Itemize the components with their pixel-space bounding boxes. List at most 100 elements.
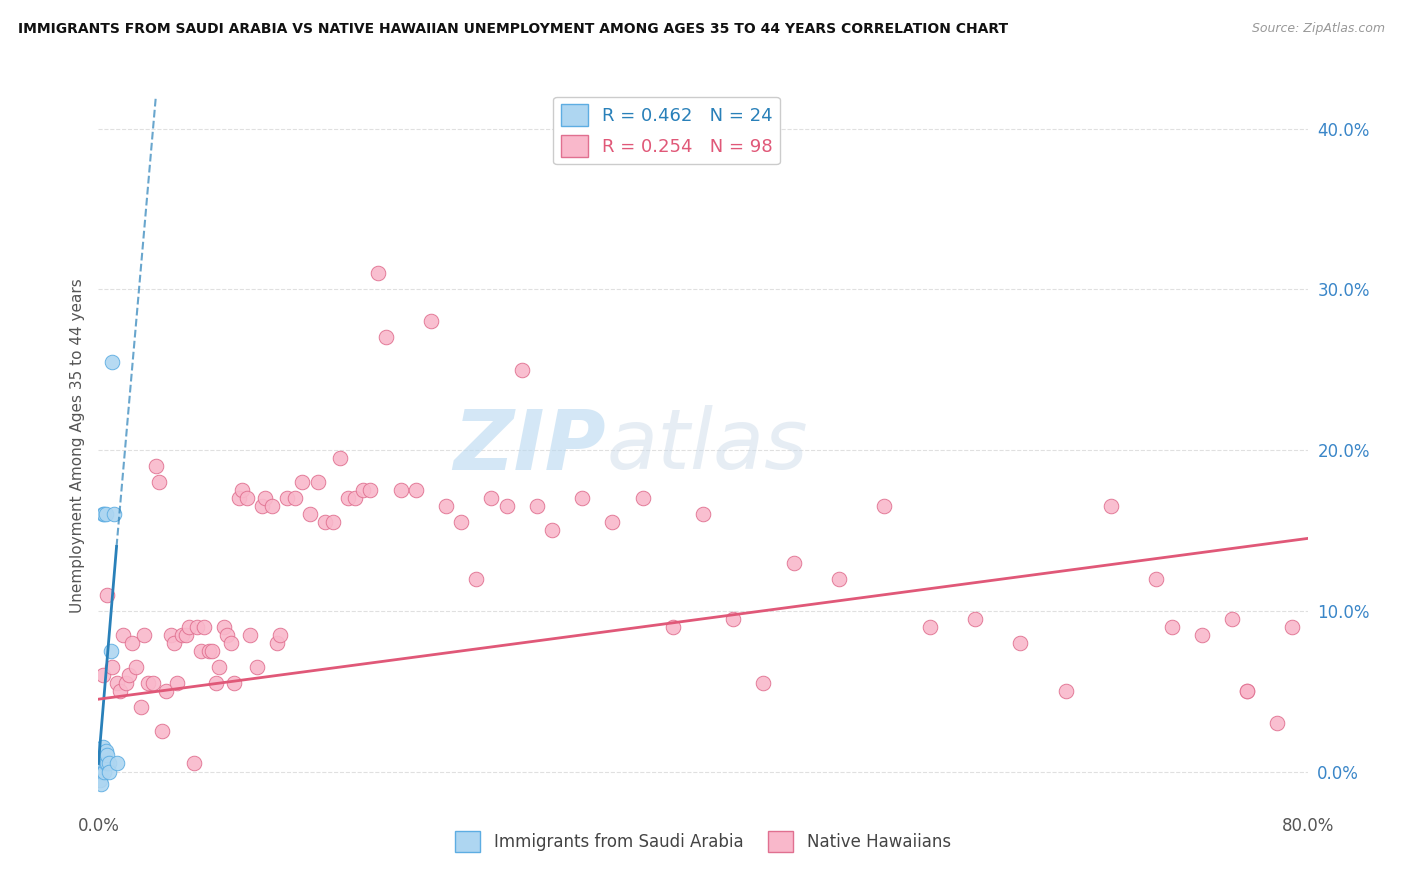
Point — [179, 620, 201, 634]
Point — [90, 777, 112, 791]
Point — [510, 362, 533, 376]
Point — [91, 756, 114, 771]
Point — [129, 700, 152, 714]
Point — [235, 491, 257, 506]
Point — [1236, 684, 1258, 698]
Point — [253, 491, 276, 506]
Point — [481, 491, 503, 506]
Point — [205, 676, 228, 690]
Point — [661, 620, 683, 634]
Point — [132, 628, 155, 642]
Point — [228, 491, 250, 506]
Point — [170, 628, 193, 642]
Point — [90, 760, 112, 774]
Point — [269, 628, 291, 642]
Point — [692, 508, 714, 522]
Point — [148, 475, 170, 490]
Point — [136, 676, 159, 690]
Point — [828, 572, 851, 586]
Point — [114, 676, 136, 690]
Point — [93, 508, 115, 522]
Point — [965, 612, 987, 626]
Point — [105, 756, 128, 771]
Point — [89, 764, 111, 779]
Point — [108, 684, 131, 698]
Point — [160, 628, 183, 642]
Point — [262, 500, 284, 514]
Point — [91, 668, 114, 682]
Point — [1341, 716, 1364, 731]
Point — [91, 748, 114, 763]
Point — [239, 628, 262, 642]
Point — [873, 500, 896, 514]
Point — [201, 644, 224, 658]
Point — [186, 620, 208, 634]
Point — [174, 628, 197, 642]
Point — [602, 516, 624, 530]
Text: IMMIGRANTS FROM SAUDI ARABIA VS NATIVE HAWAIIAN UNEMPLOYMENT AMONG AGES 35 TO 44: IMMIGRANTS FROM SAUDI ARABIA VS NATIVE H… — [18, 22, 1008, 37]
Point — [299, 508, 322, 522]
Point — [783, 556, 806, 570]
Point — [631, 491, 654, 506]
Point — [163, 636, 186, 650]
Point — [1312, 500, 1334, 514]
Point — [291, 475, 314, 490]
Text: Source: ZipAtlas.com: Source: ZipAtlas.com — [1251, 22, 1385, 36]
Point — [90, 764, 112, 779]
Point — [221, 636, 243, 650]
Point — [208, 660, 231, 674]
Point — [526, 500, 548, 514]
Point — [1099, 500, 1122, 514]
Point — [1144, 572, 1167, 586]
Point — [224, 676, 246, 690]
Point — [918, 620, 941, 634]
Point — [495, 500, 517, 514]
Point — [420, 314, 443, 328]
Point — [307, 475, 329, 490]
Point — [329, 451, 352, 466]
Point — [93, 764, 115, 779]
Point — [150, 724, 173, 739]
Text: atlas: atlas — [606, 406, 808, 486]
Point — [250, 500, 273, 514]
Point — [231, 483, 253, 498]
Point — [405, 483, 427, 498]
Point — [723, 612, 745, 626]
Point — [101, 354, 124, 368]
Point — [246, 660, 269, 674]
Point — [98, 764, 121, 779]
Point — [111, 628, 134, 642]
Point — [322, 516, 344, 530]
Point — [1341, 516, 1364, 530]
Point — [101, 660, 124, 674]
Point — [145, 459, 167, 474]
Point — [367, 266, 389, 280]
Point — [166, 676, 188, 690]
Point — [93, 756, 115, 771]
Point — [450, 516, 472, 530]
Point — [284, 491, 307, 506]
Point — [434, 500, 457, 514]
Point — [190, 644, 212, 658]
Legend: Immigrants from Saudi Arabia, Native Hawaiians: Immigrants from Saudi Arabia, Native Haw… — [449, 824, 957, 858]
Point — [89, 772, 111, 787]
Point — [1160, 620, 1182, 634]
Point — [1191, 628, 1213, 642]
Point — [100, 644, 122, 658]
Point — [1281, 620, 1303, 634]
Point — [183, 756, 205, 771]
Point — [125, 660, 148, 674]
Point — [155, 684, 177, 698]
Point — [1054, 684, 1077, 698]
Point — [540, 524, 562, 538]
Point — [1267, 716, 1289, 731]
Point — [142, 676, 165, 690]
Point — [336, 491, 359, 506]
Point — [276, 491, 298, 506]
Point — [389, 483, 412, 498]
Point — [212, 620, 235, 634]
Point — [118, 668, 141, 682]
Point — [266, 636, 288, 650]
Point — [94, 756, 117, 771]
Point — [1220, 612, 1243, 626]
